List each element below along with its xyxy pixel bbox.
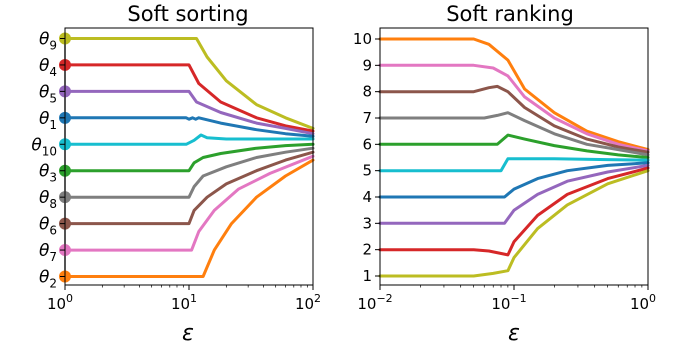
y-tick-label: θ3 [39, 162, 57, 185]
x-tick-label: 100 [630, 292, 656, 313]
series-lines [63, 37, 315, 278]
y-tick-label: 8 [362, 83, 372, 101]
y-tick-label: 10 [353, 30, 372, 48]
x-ticks: 100 101 102 [47, 285, 321, 313]
y-tick-label: 1 [362, 267, 372, 285]
y-ticks: 1 2 3 4 5 6 7 8 9 10 [353, 30, 380, 285]
x-tick-label: 10−1 [491, 292, 526, 313]
series-line-4 [378, 133, 650, 159]
series-line-9 [63, 158, 315, 278]
y-tick-label: θ10 [31, 135, 57, 158]
chart-title: Soft sorting [127, 2, 248, 26]
y-tick-label: 3 [362, 214, 372, 232]
x-axis-label: ε [508, 321, 520, 346]
y-tick-label: θ1 [39, 109, 57, 132]
series-line-5 [63, 142, 315, 173]
x-tick-label: 10−2 [357, 292, 392, 313]
series-line-0 [63, 37, 315, 130]
series-line-9 [378, 169, 650, 278]
y-tick-label: θ4 [39, 56, 57, 79]
chart-title: Soft ranking [446, 2, 574, 26]
y-tick-label: 6 [362, 135, 372, 153]
y-tick-label: 5 [362, 162, 372, 180]
series-line-5 [378, 157, 650, 173]
series-line-2 [378, 84, 650, 154]
x-ticks: 10−2 10−1 100 [357, 285, 656, 313]
series-line-7 [63, 150, 315, 226]
y-tick-label: 4 [362, 188, 372, 206]
y-tick-label: θ7 [39, 241, 57, 264]
y-tick-label: θ8 [39, 188, 57, 211]
y-tick-label: θ6 [39, 215, 57, 238]
series-lines [378, 37, 650, 278]
y-tick-label: θ2 [39, 268, 57, 291]
chart-soft-ranking: Soft ranking 10−2 10−1 100 1 2 3 4 5 6 7 8 9 10 ε [353, 2, 656, 346]
series-line-2 [63, 89, 315, 136]
series-line-3 [63, 116, 315, 138]
series-line-8 [378, 166, 650, 257]
chart-soft-sorting: Soft sorting 100 101 102 θ9 θ4 θ5 θ1 θ10 θ3 θ8 θ6… [31, 2, 321, 346]
series-line-8 [63, 154, 315, 252]
y-tick-label: θ5 [39, 82, 57, 105]
series-line-1 [378, 63, 650, 153]
y-ticks: θ9 θ4 θ5 θ1 θ10 θ3 θ8 θ6 θ7 θ2 [31, 30, 65, 291]
series-line-7 [378, 163, 650, 225]
series-line-0 [378, 37, 650, 152]
series-line-6 [63, 146, 315, 199]
x-axis-label: ε [182, 321, 194, 346]
x-tick-label: 101 [171, 292, 197, 313]
y-tick-label: 9 [362, 56, 372, 74]
y-tick-label: 7 [362, 109, 372, 127]
x-tick-label: 102 [295, 292, 321, 313]
series-line-6 [378, 161, 650, 199]
series-line-1 [63, 63, 315, 133]
series-line-4 [63, 133, 315, 146]
x-tick-label: 100 [47, 292, 73, 313]
y-tick-label: θ9 [39, 30, 57, 53]
series-line-3 [378, 111, 650, 157]
y-tick-label: 2 [362, 241, 372, 259]
